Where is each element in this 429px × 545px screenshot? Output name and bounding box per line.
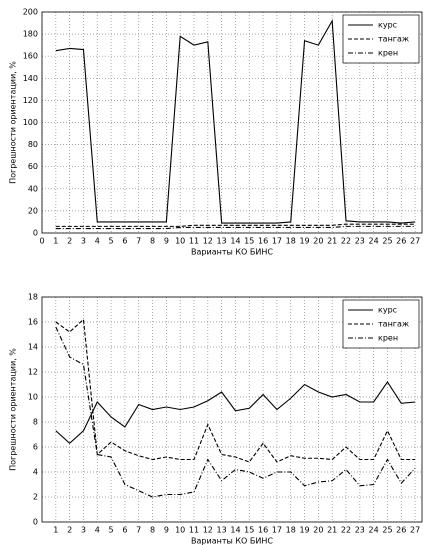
series-line bbox=[55, 326, 416, 498]
y-tick-label: 0 bbox=[33, 229, 38, 238]
x-tick-label: 15 bbox=[244, 526, 254, 535]
series-line bbox=[55, 318, 416, 463]
x-tick-label: 26 bbox=[396, 237, 406, 246]
x-tick-label: 26 bbox=[396, 526, 406, 535]
y-tick-label: 14 bbox=[28, 343, 38, 352]
x-tick-label: 8 bbox=[150, 237, 155, 246]
x-tick-label: 22 bbox=[341, 526, 351, 535]
legend-label: крен bbox=[378, 49, 398, 58]
y-tick-label: 6 bbox=[33, 443, 38, 452]
y-tick-label: 12 bbox=[28, 368, 38, 377]
y-tick-label: 8 bbox=[33, 418, 38, 427]
y-tick-label: 60 bbox=[28, 162, 38, 171]
plot-frame bbox=[41, 11, 423, 234]
plot-frame bbox=[41, 296, 423, 523]
x-axis-label: Варианты КО БИНС bbox=[191, 537, 273, 545]
x-tick-label: 20 bbox=[313, 237, 323, 246]
x-tick-label: 10 bbox=[175, 237, 185, 246]
x-tick-label: 9 bbox=[164, 237, 169, 246]
series-line bbox=[55, 18, 416, 224]
x-tick-label: 1 bbox=[53, 237, 58, 246]
x-tick-label: 2 bbox=[67, 237, 72, 246]
x-tick-label: 20 bbox=[313, 526, 323, 535]
x-tick-label: 3 bbox=[81, 526, 86, 535]
x-tick-label: 13 bbox=[217, 237, 227, 246]
x-axis-label: Варианты КО БИНС bbox=[191, 248, 273, 257]
x-tick-label: 12 bbox=[203, 237, 213, 246]
y-tick-label: 4 bbox=[33, 468, 38, 477]
y-tick-label: 2 bbox=[33, 493, 38, 502]
x-tick-label: 10 bbox=[175, 526, 185, 535]
y-tick-label: 40 bbox=[28, 184, 38, 193]
x-tick-label: 0 bbox=[39, 237, 44, 246]
series-line bbox=[55, 381, 416, 444]
legend-label: курс bbox=[378, 306, 397, 315]
x-tick-label: 11 bbox=[189, 237, 199, 246]
y-tick-label: 120 bbox=[23, 96, 38, 105]
x-tick-label: 1 bbox=[53, 526, 58, 535]
x-tick-label: 14 bbox=[230, 526, 240, 535]
x-tick-label: 11 bbox=[189, 526, 199, 535]
legend-label: крен bbox=[378, 334, 398, 343]
x-tick-label: 7 bbox=[136, 526, 141, 535]
x-tick-label: 25 bbox=[382, 526, 392, 535]
x-tick-label: 19 bbox=[299, 237, 309, 246]
x-tick-label: 4 bbox=[95, 237, 100, 246]
x-tick-label: 17 bbox=[272, 237, 282, 246]
x-tick-label: 13 bbox=[217, 526, 227, 535]
x-tick-label: 12 bbox=[203, 526, 213, 535]
x-tick-label: 8 bbox=[150, 526, 155, 535]
x-tick-label: 6 bbox=[122, 526, 127, 535]
legend-label: курс bbox=[378, 21, 397, 30]
x-tick-label: 23 bbox=[355, 526, 365, 535]
y-tick-label: 140 bbox=[23, 74, 38, 83]
x-tick-label: 4 bbox=[95, 526, 100, 535]
y-tick-label: 200 bbox=[23, 8, 38, 17]
legend-label: тангаж bbox=[378, 320, 409, 329]
x-tick-label: 5 bbox=[109, 237, 114, 246]
x-tick-label: 22 bbox=[341, 237, 351, 246]
y-tick-label: 160 bbox=[23, 52, 38, 61]
y-tick-label: 100 bbox=[23, 118, 38, 127]
x-tick-label: 16 bbox=[258, 526, 268, 535]
legend-label: тангаж bbox=[378, 35, 409, 44]
x-tick-label: 27 bbox=[410, 526, 420, 535]
x-tick-label: 21 bbox=[327, 526, 337, 535]
x-tick-label: 23 bbox=[355, 237, 365, 246]
y-tick-label: 16 bbox=[28, 318, 38, 327]
x-tick-label: 18 bbox=[286, 237, 296, 246]
x-tick-label: 19 bbox=[299, 526, 309, 535]
x-tick-label: 9 bbox=[164, 526, 169, 535]
y-tick-label: 18 bbox=[28, 293, 38, 302]
x-tick-label: 17 bbox=[272, 526, 282, 535]
x-tick-label: 6 bbox=[122, 237, 127, 246]
y-tick-label: 80 bbox=[28, 140, 38, 149]
x-tick-label: 25 bbox=[382, 237, 392, 246]
y-axis-label: Погрешности ориентации, % bbox=[9, 348, 18, 471]
x-tick-label: 27 bbox=[410, 237, 420, 246]
y-tick-label: 20 bbox=[28, 206, 38, 215]
x-tick-label: 16 bbox=[258, 237, 268, 246]
x-tick-label: 21 bbox=[327, 237, 337, 246]
x-tick-label: 24 bbox=[369, 526, 379, 535]
x-tick-label: 2 bbox=[67, 526, 72, 535]
x-tick-label: 7 bbox=[136, 237, 141, 246]
x-tick-label: 24 bbox=[369, 237, 379, 246]
x-tick-label: 14 bbox=[230, 237, 240, 246]
x-tick-label: 3 bbox=[81, 237, 86, 246]
y-tick-label: 180 bbox=[23, 30, 38, 39]
y-axis-label: Погрешности ориентации, % bbox=[9, 61, 18, 184]
y-tick-label: 10 bbox=[28, 393, 38, 402]
x-tick-label: 5 bbox=[109, 526, 114, 535]
y-tick-label: 0 bbox=[33, 518, 38, 527]
x-tick-label: 18 bbox=[286, 526, 296, 535]
x-tick-label: 15 bbox=[244, 237, 254, 246]
